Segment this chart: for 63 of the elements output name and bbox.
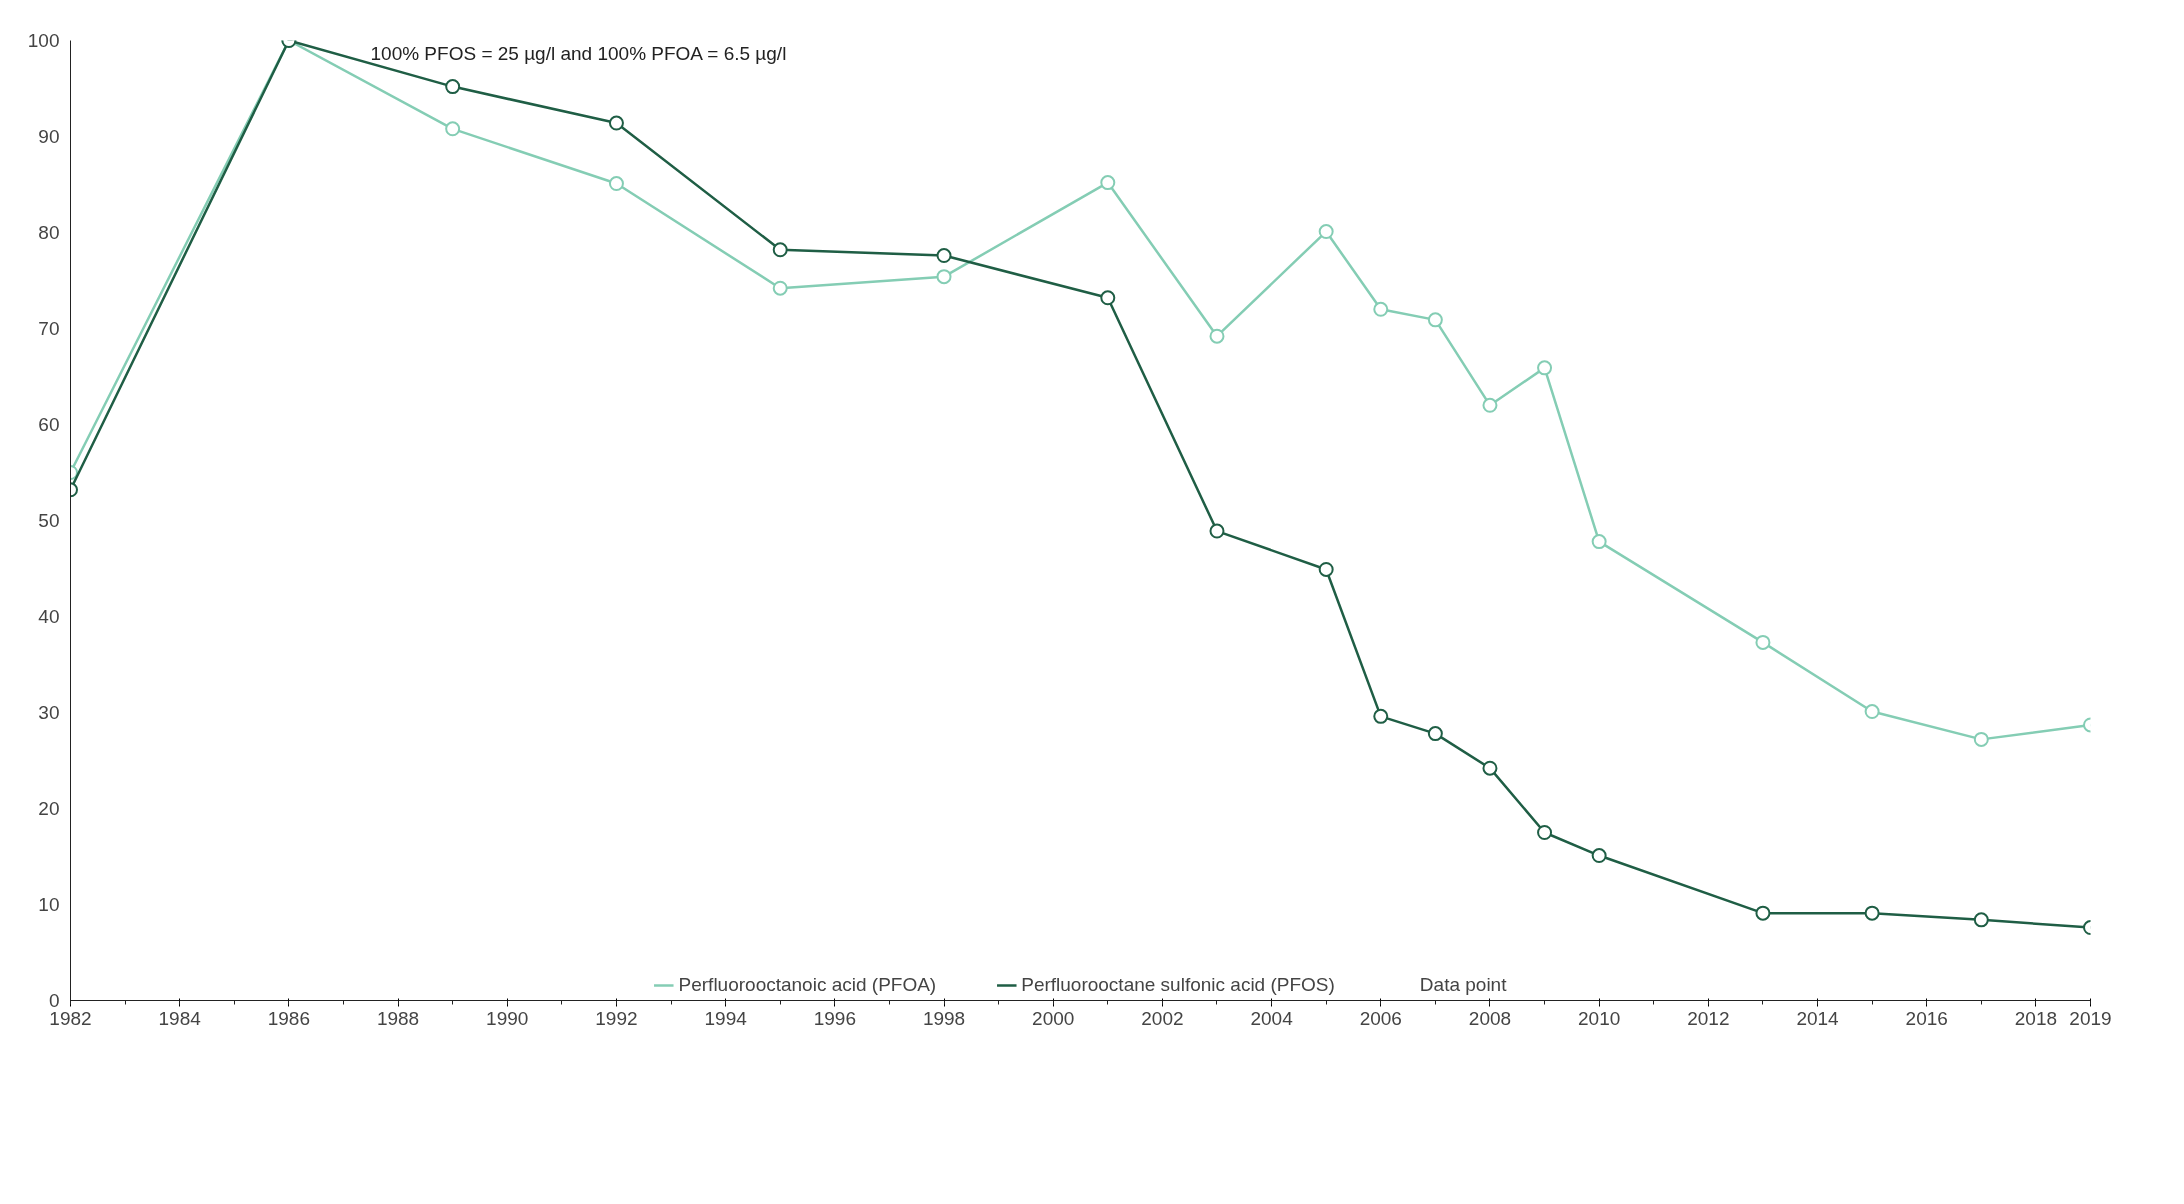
point	[1591, 534, 1607, 550]
point	[608, 176, 624, 192]
point	[1427, 726, 1443, 742]
y-tick-label: 60	[38, 414, 60, 435]
point	[772, 280, 788, 296]
x-tick-label: 2014	[1796, 1007, 1840, 1029]
y-tick-label: 40	[38, 606, 60, 627]
x-tick-label: 1988	[376, 1007, 420, 1029]
point	[445, 121, 461, 137]
x-tick-label: 2016	[1905, 1007, 1948, 1029]
annotation: Data point	[1419, 974, 1507, 996]
point	[1100, 290, 1116, 306]
x-tick-label: 1992	[595, 1007, 638, 1029]
x-tick-label: 2012	[1687, 1007, 1730, 1029]
point	[1318, 224, 1334, 240]
y-tick-label: 50	[38, 510, 60, 531]
point	[1373, 301, 1389, 317]
point	[936, 248, 952, 264]
point	[1482, 397, 1498, 413]
point	[1318, 561, 1334, 577]
point	[1373, 708, 1389, 724]
x-tick-label: 1986	[267, 1007, 311, 1029]
point	[1864, 905, 1880, 921]
y-tick-label: 10	[38, 894, 60, 915]
annotation: 100% PFOS = 25 µg/l and 100% PFOA = 6.5 µg/l	[370, 42, 787, 64]
x-tick-label: 2019	[2069, 1007, 2112, 1029]
y-tick-label: 100	[27, 30, 60, 51]
x-tick-label: 2018	[2014, 1007, 2058, 1029]
y-tick-label: 80	[38, 222, 60, 243]
x-tick-label: 2010	[1578, 1007, 1621, 1029]
point	[1755, 634, 1771, 650]
point	[936, 269, 952, 285]
y-tick-label: 30	[38, 702, 60, 723]
y-tick-label: 20	[38, 798, 60, 819]
y-tick-label: 70	[38, 318, 60, 339]
point	[1591, 848, 1607, 864]
point	[608, 115, 624, 131]
point	[1755, 905, 1771, 921]
point	[1209, 523, 1225, 539]
point	[1209, 328, 1225, 344]
x-tick-label: 1996	[813, 1007, 856, 1029]
point	[1973, 912, 1989, 928]
y-tick-label: 90	[38, 126, 60, 147]
point	[445, 79, 461, 95]
x-tick-label: 1990	[486, 1007, 529, 1029]
x-tick-label: 2008	[1468, 1007, 1512, 1029]
legend-label: Perfluorooctanoic acid (PFOA)	[678, 974, 937, 996]
legend-label: Perfluorooctane sulfonic acid (PFOS)	[1021, 974, 1335, 996]
point	[1427, 312, 1443, 328]
point	[1864, 704, 1880, 720]
x-tick-label: 2006	[1359, 1007, 1402, 1029]
x-tick-label: 1984	[158, 1007, 202, 1029]
x-tick-label: 2004	[1250, 1007, 1294, 1029]
point	[772, 242, 788, 258]
x-tick-label: 1994	[704, 1007, 748, 1029]
x-tick-label: 2002	[1141, 1007, 1184, 1029]
point	[1537, 360, 1553, 376]
x-tick-label: 1998	[922, 1007, 966, 1029]
point	[1973, 731, 1989, 747]
point	[1482, 760, 1498, 776]
x-tick-label: 2000	[1032, 1007, 1075, 1029]
point	[1537, 825, 1553, 840]
point	[1100, 175, 1116, 191]
